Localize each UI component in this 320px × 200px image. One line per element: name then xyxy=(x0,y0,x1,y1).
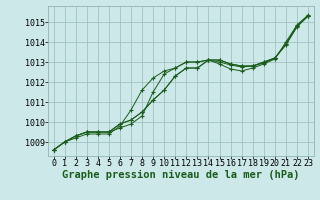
X-axis label: Graphe pression niveau de la mer (hPa): Graphe pression niveau de la mer (hPa) xyxy=(62,170,300,180)
